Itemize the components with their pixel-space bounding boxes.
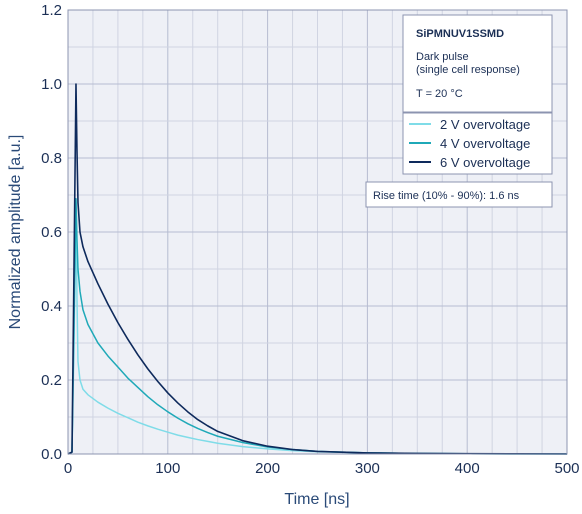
x-tick-label: 0: [64, 460, 72, 477]
info-box-title: SiPMNUV1SSMD: [416, 28, 504, 40]
x-tick-label: 100: [155, 460, 180, 477]
y-tick-label: 0.6: [41, 224, 62, 241]
annotation-frame: [365, 181, 553, 208]
x-tick-labels: 0 100 200 300 400 500: [64, 460, 580, 477]
legend-label: 2 V overvoltage: [440, 117, 530, 132]
annotation-box: Rise time (10% - 90%): 1.6 ns: [365, 181, 553, 208]
y-tick-label: 0.0: [41, 446, 62, 463]
y-tick-label: 1.0: [41, 76, 62, 93]
y-tick-label: 0.2: [41, 372, 62, 389]
series-line-3: [67, 83, 568, 455]
y-axis-title: Normalized amplitude [a.u.]: [7, 135, 24, 330]
legend-label: 4 V overvoltage: [440, 136, 530, 151]
info-box-frame: [402, 14, 553, 113]
plot-frame: [67, 9, 568, 455]
x-axis-title: Time [ns]: [284, 491, 349, 508]
x-tick-label: 400: [455, 460, 480, 477]
legend-label: 6 V overvoltage: [440, 155, 530, 170]
y-tick-label: 1.2: [41, 2, 62, 19]
info-box-line1: Dark pulse: [416, 51, 469, 63]
y-tick-label: 0.4: [41, 298, 62, 315]
info-box: SiPMNUV1SSMD Dark pulse (single cell res…: [402, 14, 553, 113]
legend: 2 V overvoltage 4 V overvoltage 6 V overvo…: [402, 112, 553, 175]
x-tick-label: 500: [554, 460, 579, 477]
rise-time-annotation: Rise time (10% - 90%): 1.6 ns: [373, 190, 520, 202]
series-layer: [67, 83, 568, 455]
y-tick-labels: 0.0 0.2 0.4 0.6 0.8 1.0 1.2: [41, 2, 62, 463]
legend-items: 2 V overvoltage 4 V overvoltage 6 V overvo…: [409, 117, 530, 170]
y-tick-label: 0.8: [41, 150, 62, 167]
info-box-line3: T = 20 °C: [416, 88, 463, 100]
x-tick-label: 200: [255, 460, 280, 477]
info-box-line2: (single cell response): [416, 64, 520, 76]
x-tick-label: 300: [355, 460, 380, 477]
